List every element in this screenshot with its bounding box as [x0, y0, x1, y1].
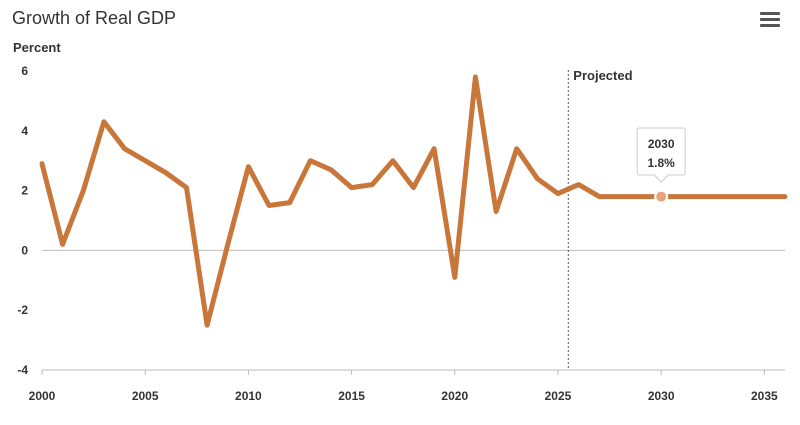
y-tick-label: 2: [21, 184, 28, 198]
y-tick-label: 0: [21, 243, 28, 257]
x-tick-label: 2015: [338, 389, 365, 403]
tooltip-value: 1.8%: [647, 156, 675, 170]
x-tick-label: 2005: [132, 389, 159, 403]
tooltip-year: 2030: [648, 137, 675, 151]
tooltip-pointer: [653, 174, 669, 183]
y-tick-label: -2: [17, 303, 28, 317]
projected-label: Projected: [573, 68, 632, 83]
y-axis-label: Percent: [13, 40, 61, 55]
x-tick-label: 2035: [751, 389, 778, 403]
hamburger-menu-icon[interactable]: [760, 12, 780, 28]
x-tick-label: 2030: [648, 389, 675, 403]
highlight-marker: [654, 189, 669, 204]
x-tick-label: 2010: [235, 389, 262, 403]
y-tick-label: 4: [21, 124, 28, 138]
x-tick-label: 2000: [29, 389, 56, 403]
gdp-series-line: [39, 74, 788, 328]
x-tick-label: 2020: [441, 389, 468, 403]
y-tick-label: -4: [17, 363, 28, 377]
x-tick-label: 2025: [545, 389, 572, 403]
chart-title: Growth of Real GDP: [12, 8, 177, 28]
y-tick-label: 6: [21, 64, 28, 78]
